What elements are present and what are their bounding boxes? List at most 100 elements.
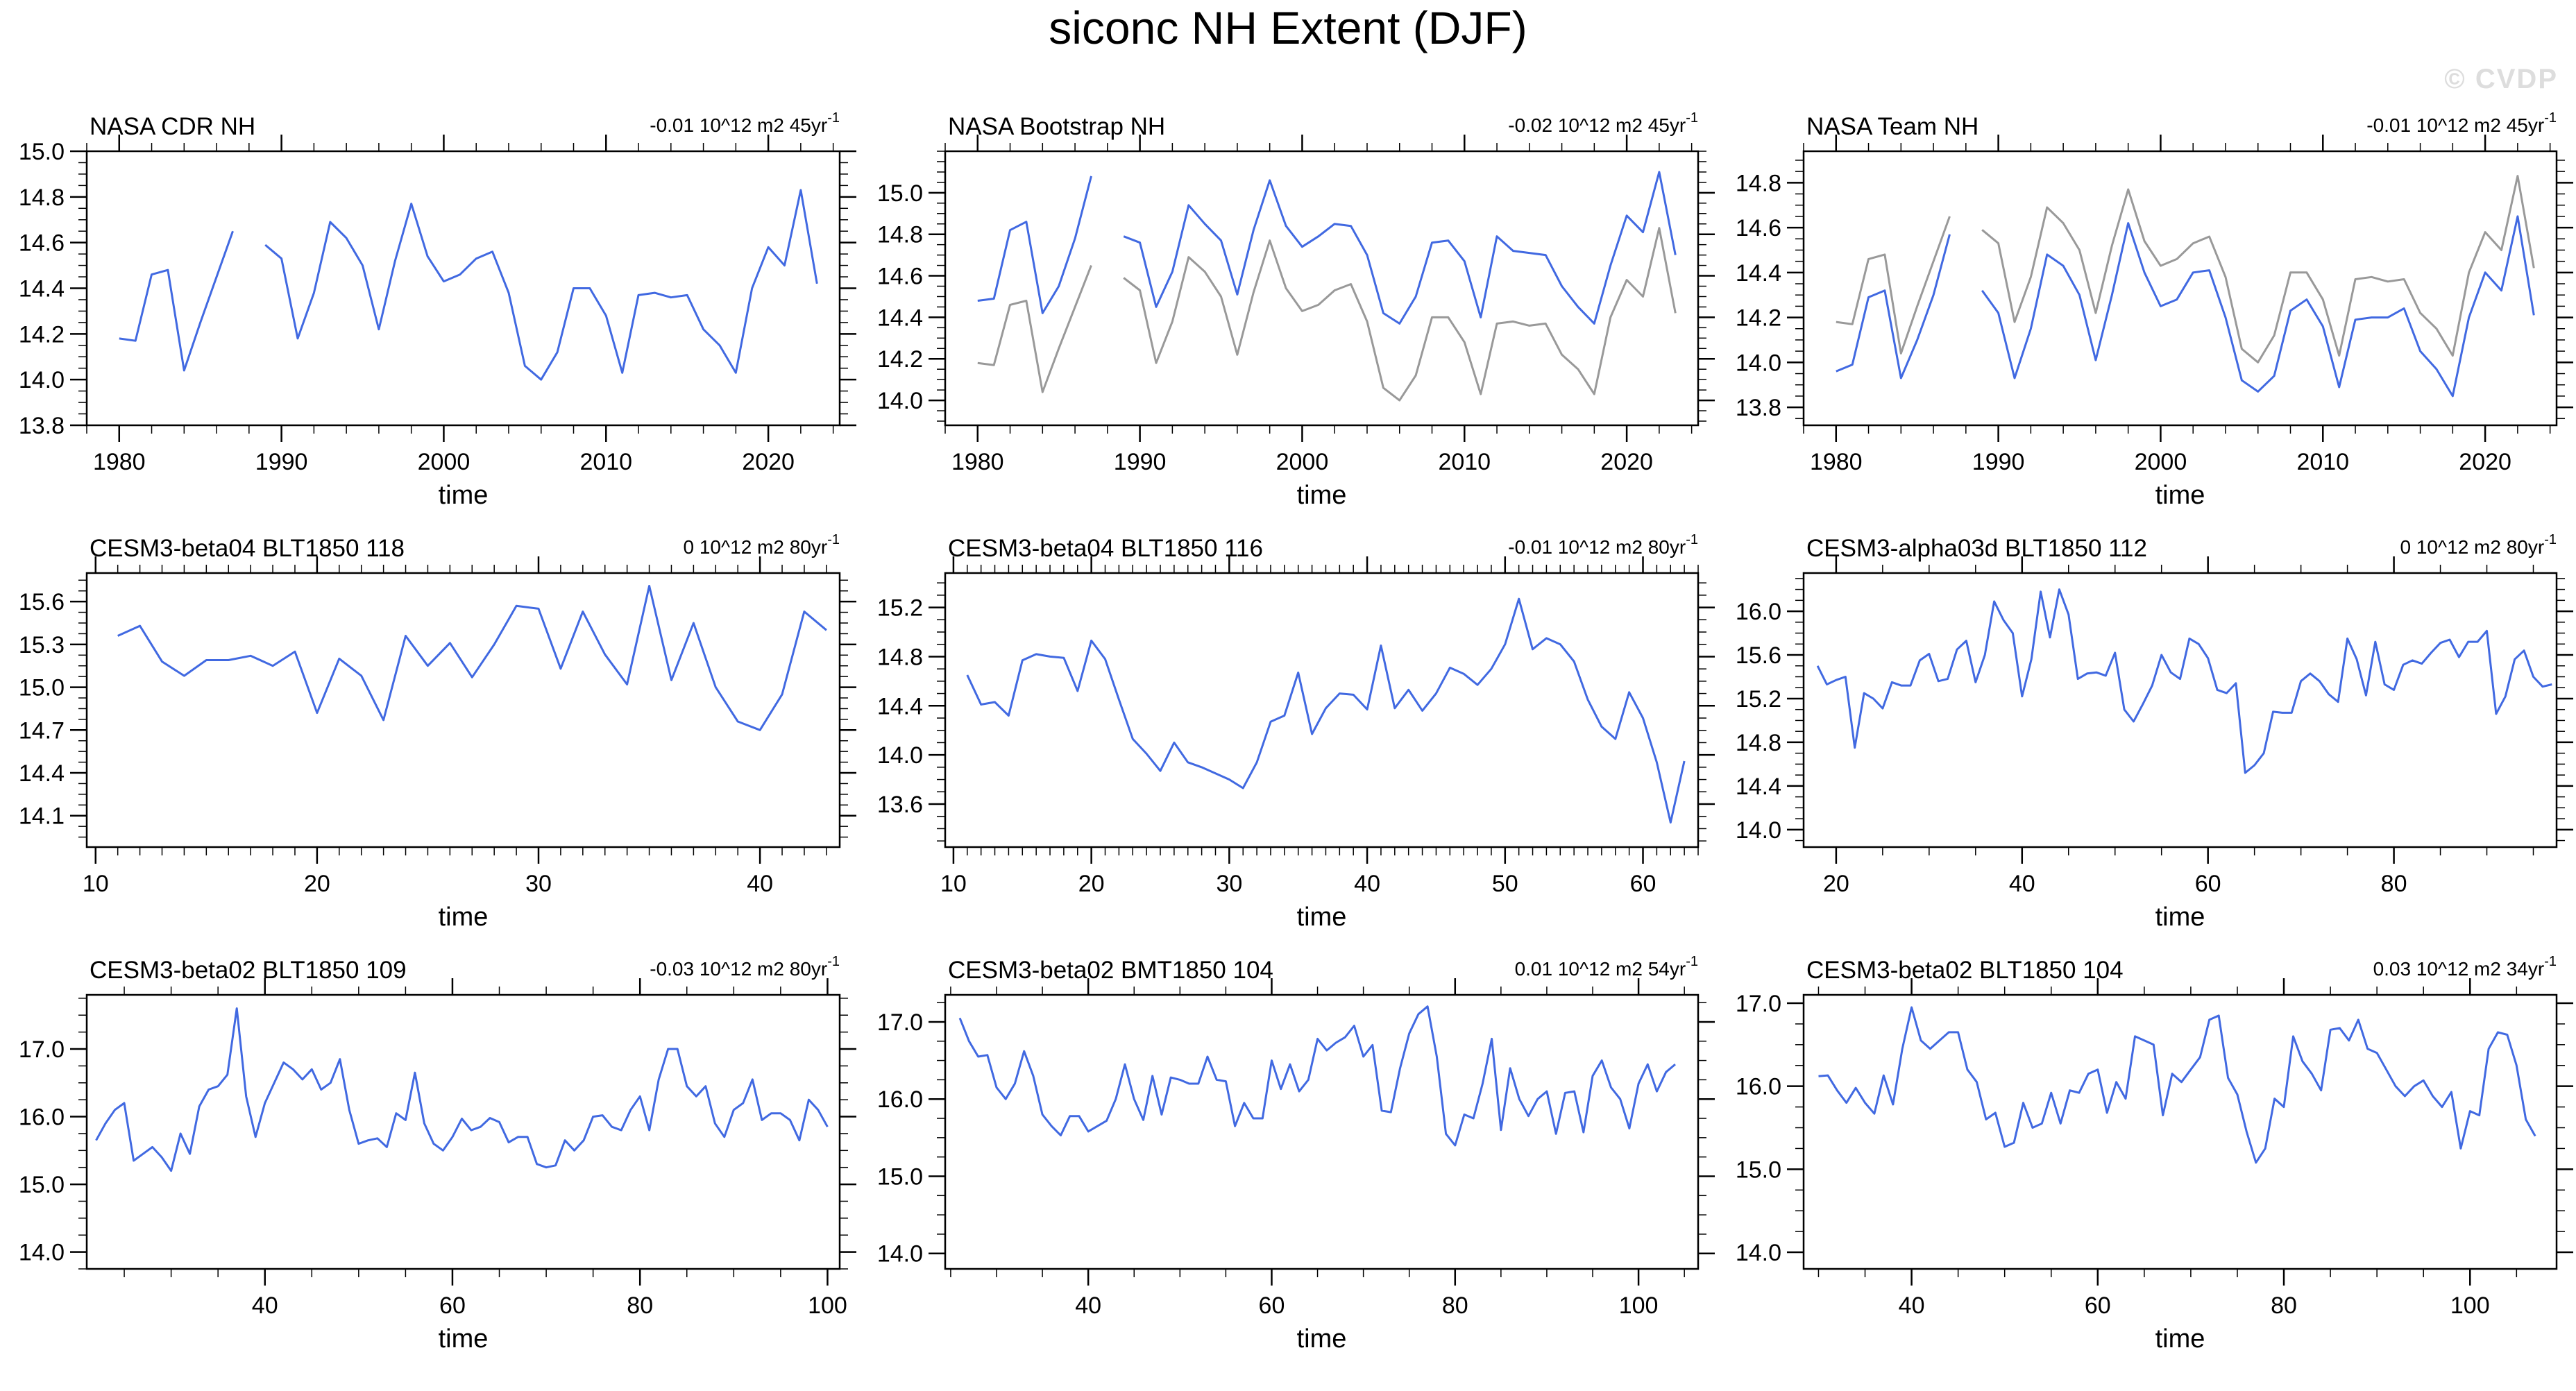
series-group [1818, 1006, 2536, 1164]
cesm3-alpha03d-112-line [1816, 588, 2552, 774]
nasa-bootstrap-line [1123, 171, 1677, 325]
series-group [966, 597, 1686, 824]
series-group [95, 1007, 829, 1172]
x-tick-label: 2010 [579, 449, 632, 475]
axis-frame [944, 572, 1700, 848]
y-tick-label: 14.1 [19, 803, 65, 830]
x-tick-label: 2020 [742, 449, 795, 475]
x-tick-label: 2020 [2459, 449, 2511, 475]
axis-frame [1802, 572, 2558, 848]
nasa-team-line [1836, 234, 1951, 379]
chart-panel: 1980 1990 2000 2010 2020 13.8 14.0 14.2 14.4 14.6… [7, 103, 865, 519]
trend-label: -0.02 10^12 m2 45yr-1 [1508, 110, 1698, 136]
x-tick-label: 1990 [255, 449, 308, 475]
y-tick-label: 15.0 [19, 1172, 65, 1198]
y-tick-label: 14.0 [877, 1241, 923, 1268]
panel-title: CESM3-alpha03d BLT1850 112 [1806, 535, 2147, 562]
y-tick-label: 15.0 [19, 675, 65, 701]
x-tick-label: 20 [304, 871, 330, 897]
x-tick-label: 60 [2195, 871, 2221, 897]
y-tick-label: 14.4 [19, 760, 65, 787]
x-axis-title: time [1297, 481, 1347, 510]
chart-svg: 20 40 60 80 14.0 14.4 14.8 15.2 15.6 16.0 CESM3-al… [1736, 532, 2573, 932]
x-tick-label: 2000 [2135, 449, 2187, 475]
axis-frame [944, 993, 1700, 1270]
y-tick-label: 14.8 [1736, 170, 1781, 196]
x-tick-label: 40 [1899, 1292, 1925, 1319]
axis-frame [85, 150, 841, 427]
x-axis-title: time [439, 903, 489, 932]
x-tick-label: 10 [83, 871, 109, 897]
trend-label: -0.01 10^12 m2 80yr-1 [1508, 532, 1698, 558]
chart-panel: 40 60 80 100 14.0 15.0 16.0 17.0 CESM3-beta02 BL… [1724, 946, 2576, 1363]
y-tick-label: 14.2 [19, 321, 65, 348]
y-tick-label: 14.0 [877, 388, 923, 414]
y-tick-label: 14.4 [1736, 774, 1781, 800]
nasa-cdr-reference-line [1123, 227, 1677, 402]
x-tick-label: 30 [525, 871, 552, 897]
axis-frame [85, 572, 841, 848]
chart-svg: 1980 1990 2000 2010 2020 13.8 14.0 14.2 14.4 14.6… [1736, 110, 2573, 510]
chart-svg: 40 60 80 100 14.0 15.0 16.0 17.0 CESM3-beta02 BL… [1736, 954, 2573, 1354]
x-tick-label: 20 [1078, 871, 1105, 897]
y-tick-label: 14.0 [1736, 817, 1781, 844]
nasa-cdr-reference-line [1981, 175, 2535, 364]
panel-title: CESM3-beta02 BLT1850 104 [1806, 957, 2124, 984]
y-tick-label: 17.0 [19, 1036, 65, 1063]
y-tick-label: 17.0 [1736, 991, 1781, 1017]
y-tick-label: 15.2 [877, 595, 923, 622]
x-tick-label: 2000 [418, 449, 471, 475]
chart-panel: 1980 1990 2000 2010 2020 13.8 14.0 14.2 14.4 14.6… [1724, 103, 2576, 519]
x-tick-label: 20 [1823, 871, 1849, 897]
y-tick-label: 14.7 [19, 717, 65, 744]
y-tick-label: 15.2 [1736, 686, 1781, 712]
y-tick-label: 14.0 [1736, 1240, 1781, 1266]
cesm3-beta02-bmt-104-line [958, 1005, 1676, 1147]
y-tick-label: 15.0 [877, 1163, 923, 1190]
y-tick-label: 14.2 [877, 346, 923, 373]
y-tick-label: 16.0 [1736, 1074, 1781, 1100]
x-tick-label: 80 [627, 1292, 653, 1319]
page-title: siconc NH Extent (DJF) [1049, 2, 1527, 53]
y-tick-label: 17.0 [877, 1009, 923, 1036]
y-tick-label: 15.0 [1736, 1157, 1781, 1183]
x-axis-title: time [1297, 1324, 1347, 1354]
trend-label: -0.03 10^12 m2 80yr-1 [650, 954, 840, 980]
x-tick-label: 60 [1259, 1292, 1285, 1319]
x-axis-title: time [2155, 1324, 2205, 1354]
y-tick-label: 14.4 [19, 276, 65, 302]
cesm3-beta04-118-line [117, 585, 827, 731]
series-group [1836, 175, 2535, 398]
x-tick-label: 1990 [1114, 449, 1167, 475]
y-tick-label: 13.8 [19, 413, 65, 439]
chart-svg: 40 60 80 100 14.0 15.0 16.0 17.0 CESM3-beta02 BM… [877, 954, 1715, 1354]
x-tick-label: 2010 [2296, 449, 2349, 475]
nasa-bootstrap-line [977, 176, 1092, 314]
y-tick-label: 16.0 [877, 1086, 923, 1113]
y-tick-label: 14.0 [19, 1240, 65, 1266]
y-tick-label: 13.6 [877, 792, 923, 818]
x-tick-label: 2020 [1600, 449, 1653, 475]
y-tick-label: 15.0 [877, 180, 923, 207]
x-tick-label: 1980 [93, 449, 146, 475]
trend-label: -0.01 10^12 m2 45yr-1 [2366, 110, 2557, 136]
y-tick-label: 16.0 [1736, 599, 1781, 625]
x-axis-title: time [1297, 903, 1347, 932]
y-tick-label: 13.8 [1736, 395, 1781, 421]
x-tick-label: 1980 [1810, 449, 1863, 475]
series-group [958, 1005, 1676, 1147]
x-tick-label: 2010 [1438, 449, 1491, 475]
y-tick-label: 14.6 [19, 230, 65, 257]
trend-label: 0.03 10^12 m2 34yr-1 [2373, 954, 2557, 980]
x-tick-label: 2000 [1276, 449, 1329, 475]
chart-panel: 40 60 80 100 14.0 15.0 16.0 17.0 CESM3-beta02 BL… [7, 946, 865, 1363]
nasa-team-line [1981, 215, 2535, 398]
x-axis-title: time [439, 1324, 489, 1354]
x-tick-label: 80 [2271, 1292, 2297, 1319]
x-tick-label: 80 [1442, 1292, 1468, 1319]
panel-title: CESM3-beta04 BLT1850 116 [948, 535, 1263, 562]
cesm3-beta04-116-line [966, 597, 1686, 824]
y-tick-label: 16.0 [19, 1104, 65, 1131]
x-tick-label: 30 [1216, 871, 1242, 897]
trend-label: 0.01 10^12 m2 54yr-1 [1515, 954, 1698, 980]
